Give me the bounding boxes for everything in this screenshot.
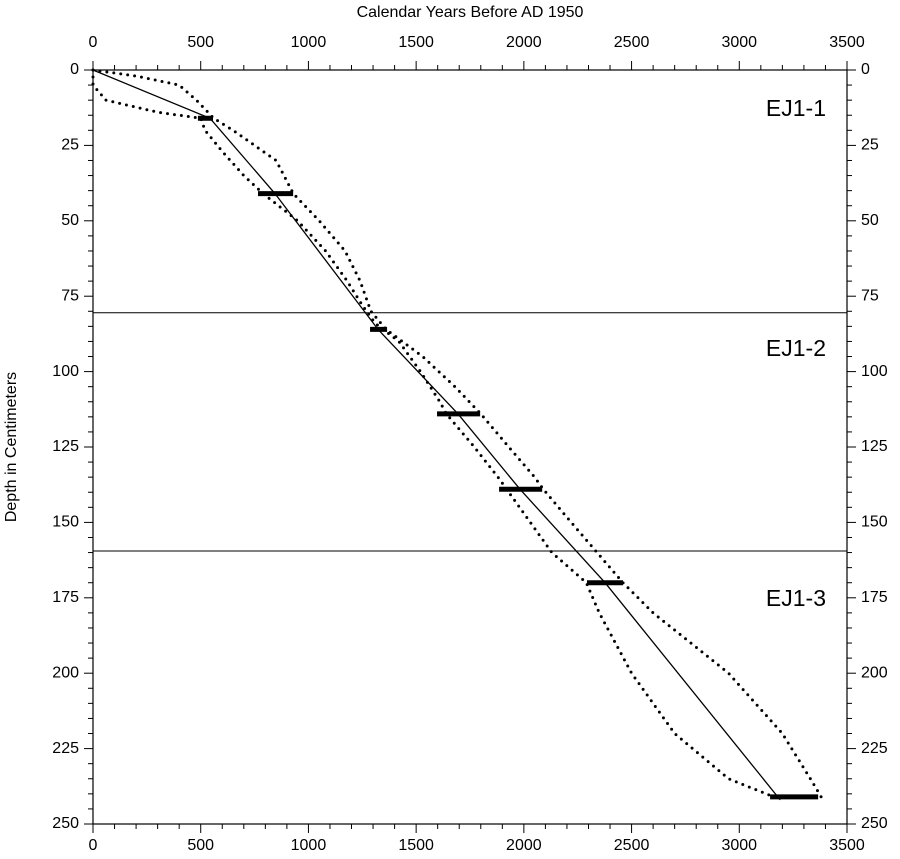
x-tick-label-top: 3000: [721, 34, 757, 51]
x-tick-label-top: 1000: [291, 34, 327, 51]
y-tick-label-left: 200: [52, 664, 79, 681]
x-tick-label-top: 3500: [829, 34, 865, 51]
y-tick-label-left: 225: [52, 740, 79, 757]
x-tick-label-top: 0: [89, 34, 98, 51]
confidence-envelope: [91, 68, 776, 799]
y-tick-label-right: 150: [861, 514, 888, 531]
y-tick-label-left: 50: [61, 212, 79, 229]
x-tick-label-top: 500: [187, 34, 214, 51]
x-tick-label-bottom: 0: [89, 837, 98, 854]
y-tick-label-right: 25: [861, 137, 879, 154]
age-depth-line: [92, 69, 781, 801]
x-tick-label-top: 1500: [398, 34, 434, 51]
y-tick-label-right: 175: [861, 589, 888, 606]
y-tick-label-left: 25: [61, 137, 79, 154]
zone-label: EJ1-3: [766, 585, 826, 611]
zone-label: EJ1-1: [766, 95, 826, 121]
y-tick-label-right: 100: [861, 363, 888, 380]
y-tick-label-right: 225: [861, 740, 888, 757]
x-tick-label-bottom: 1500: [398, 837, 434, 854]
x-tick-label-bottom: 3500: [829, 837, 865, 854]
x-tick-label-bottom: 3000: [721, 837, 757, 854]
y-tick-label-left: 100: [52, 363, 79, 380]
y-tick-label-right: 250: [861, 815, 888, 832]
y-tick-label-right: 200: [861, 664, 888, 681]
y-tick-label-left: 150: [52, 514, 79, 531]
chart-title: Calendar Years Before AD 1950: [357, 4, 584, 21]
y-tick-label-right: 125: [861, 438, 888, 455]
confidence-envelope: [91, 68, 823, 799]
y-tick-label-left: 175: [52, 589, 79, 606]
y-tick-label-left: 250: [52, 815, 79, 832]
x-tick-label-top: 2500: [614, 34, 650, 51]
x-tick-label-bottom: 1000: [291, 837, 327, 854]
x-tick-label-bottom: 500: [187, 837, 214, 854]
y-tick-label-right: 0: [861, 61, 870, 78]
x-tick-label-bottom: 2500: [614, 837, 650, 854]
y-tick-label-left: 125: [52, 438, 79, 455]
y-tick-label-right: 50: [861, 212, 879, 229]
x-tick-label-top: 2000: [506, 34, 542, 51]
zone-label: EJ1-2: [766, 335, 826, 361]
plot-frame: [92, 69, 848, 825]
y-tick-label-right: 75: [861, 287, 879, 304]
y-axis-label: Depth in Centimeters: [3, 372, 20, 522]
x-tick-label-bottom: 2000: [506, 837, 542, 854]
y-tick-label-left: 75: [61, 287, 79, 304]
y-tick-label-left: 0: [70, 61, 79, 78]
